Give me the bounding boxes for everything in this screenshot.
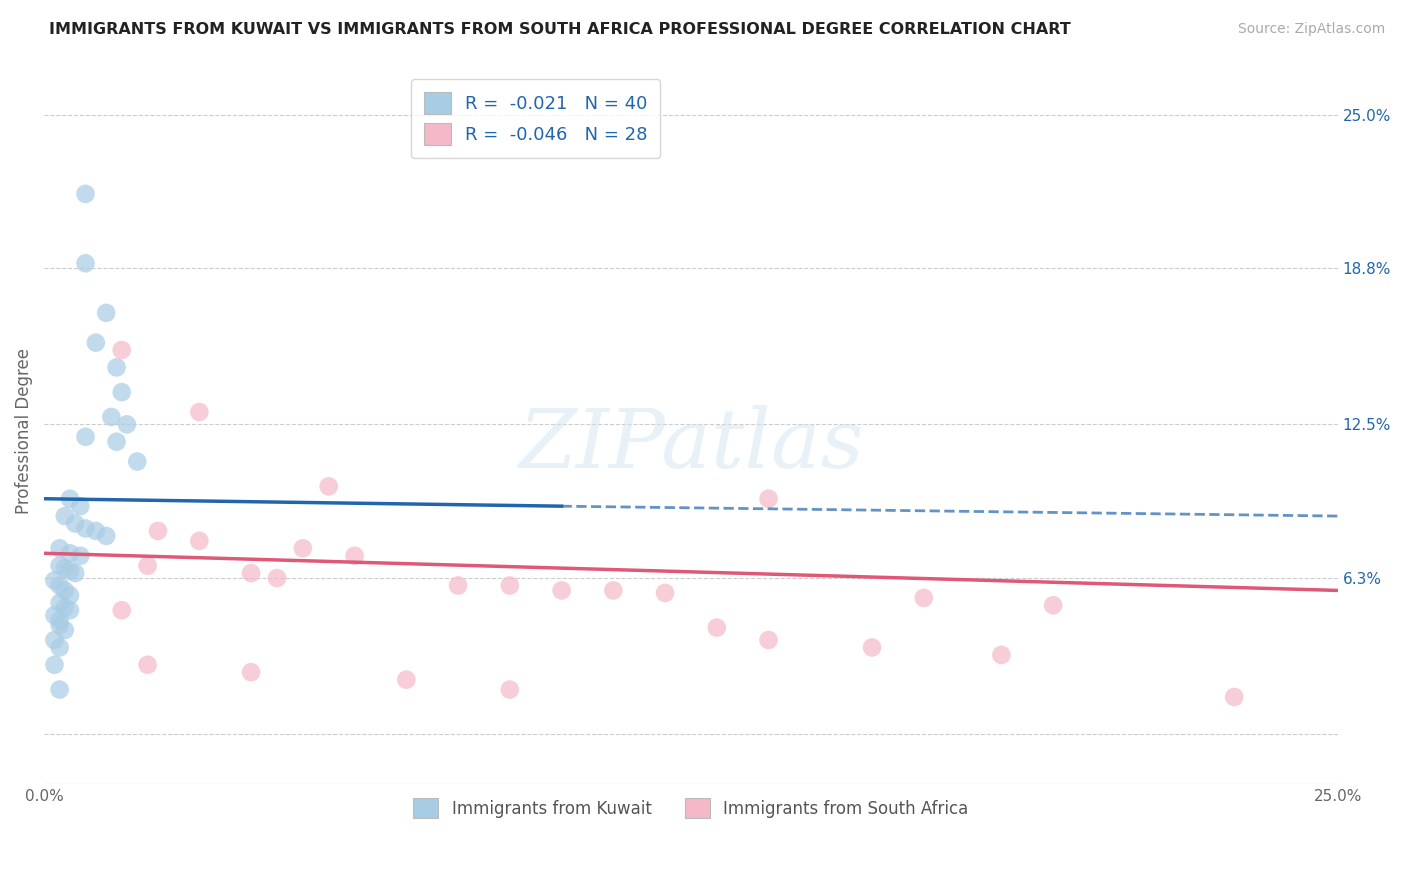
- Point: [395, 673, 418, 687]
- Point: [48, 596, 70, 610]
- Point: [48, 613, 70, 627]
- Y-axis label: Professional Degree: Professional Degree: [15, 348, 32, 514]
- Point: [111, 343, 134, 357]
- Point: [499, 682, 522, 697]
- Point: [499, 578, 522, 592]
- Point: [59, 588, 82, 602]
- Point: [990, 648, 1012, 662]
- Point: [48, 558, 70, 573]
- Point: [48, 682, 70, 697]
- Point: [48, 640, 70, 655]
- Point: [100, 409, 122, 424]
- Point: [188, 533, 211, 548]
- Point: [84, 335, 107, 350]
- Point: [59, 546, 82, 560]
- Point: [240, 665, 263, 680]
- Point: [44, 574, 66, 588]
- Point: [69, 549, 91, 563]
- Point: [96, 306, 118, 320]
- Point: [105, 434, 128, 449]
- Point: [318, 479, 340, 493]
- Point: [343, 549, 366, 563]
- Point: [48, 618, 70, 632]
- Point: [53, 600, 76, 615]
- Point: [48, 578, 70, 592]
- Point: [75, 256, 97, 270]
- Point: [84, 524, 107, 538]
- Point: [63, 566, 86, 580]
- Point: [127, 454, 149, 468]
- Point: [1042, 599, 1064, 613]
- Point: [266, 571, 288, 585]
- Point: [654, 586, 676, 600]
- Point: [115, 417, 138, 432]
- Point: [550, 583, 572, 598]
- Point: [758, 632, 780, 647]
- Point: [44, 608, 66, 623]
- Point: [53, 623, 76, 637]
- Point: [447, 578, 470, 592]
- Point: [53, 583, 76, 598]
- Point: [44, 657, 66, 672]
- Point: [59, 491, 82, 506]
- Point: [136, 558, 159, 573]
- Point: [53, 561, 76, 575]
- Point: [111, 603, 134, 617]
- Point: [602, 583, 624, 598]
- Point: [291, 541, 314, 556]
- Point: [53, 509, 76, 524]
- Point: [105, 360, 128, 375]
- Legend: Immigrants from Kuwait, Immigrants from South Africa: Immigrants from Kuwait, Immigrants from …: [406, 791, 976, 825]
- Point: [96, 529, 118, 543]
- Point: [44, 632, 66, 647]
- Text: Source: ZipAtlas.com: Source: ZipAtlas.com: [1237, 22, 1385, 37]
- Point: [912, 591, 935, 605]
- Point: [75, 521, 97, 535]
- Point: [136, 657, 159, 672]
- Text: IMMIGRANTS FROM KUWAIT VS IMMIGRANTS FROM SOUTH AFRICA PROFESSIONAL DEGREE CORRE: IMMIGRANTS FROM KUWAIT VS IMMIGRANTS FRO…: [49, 22, 1071, 37]
- Point: [75, 430, 97, 444]
- Point: [48, 541, 70, 556]
- Point: [63, 516, 86, 531]
- Point: [1223, 690, 1246, 704]
- Point: [59, 564, 82, 578]
- Point: [240, 566, 263, 580]
- Point: [758, 491, 780, 506]
- Point: [146, 524, 169, 538]
- Point: [706, 621, 728, 635]
- Point: [860, 640, 883, 655]
- Point: [69, 499, 91, 513]
- Point: [188, 405, 211, 419]
- Point: [59, 603, 82, 617]
- Point: [111, 385, 134, 400]
- Point: [75, 186, 97, 201]
- Text: ZIPatlas: ZIPatlas: [519, 405, 863, 484]
